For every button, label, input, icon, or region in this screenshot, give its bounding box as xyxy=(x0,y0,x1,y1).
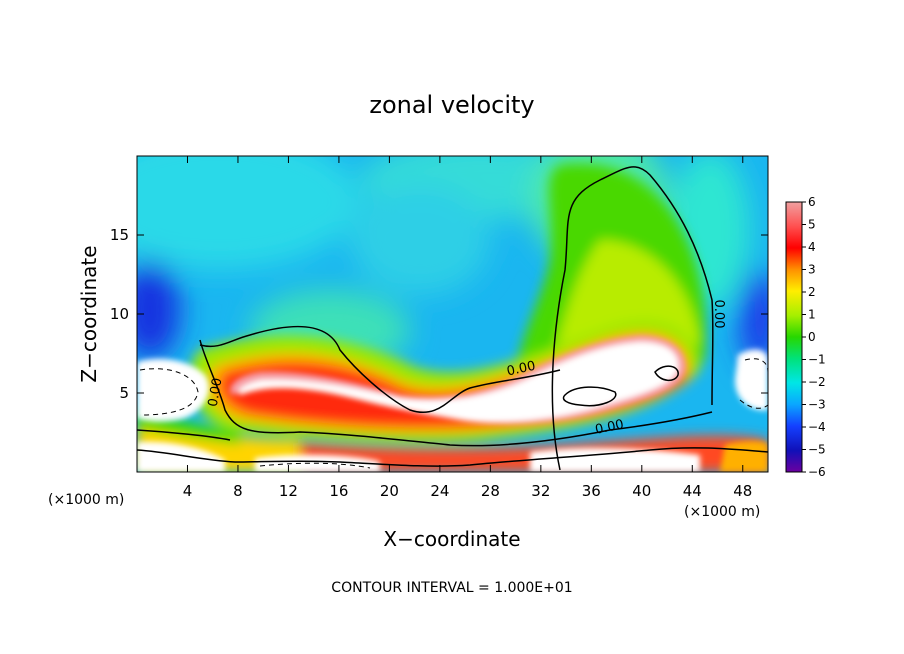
x-tick-label: 28 xyxy=(481,482,500,500)
colorbar-labels: 6 5 4 3 2 1 0 −1 −2 −3 −4 −5 −6 xyxy=(802,195,826,479)
x-tick-label: 36 xyxy=(582,482,601,500)
colorbar-label: 5 xyxy=(808,218,816,232)
y-tick-label: 10 xyxy=(110,305,129,323)
colorbar-label: 6 xyxy=(808,195,816,209)
colorbar xyxy=(786,202,802,472)
contour-interval: CONTOUR INTERVAL = 1.000E+01 xyxy=(331,580,572,596)
contour-value-label: 0.00 xyxy=(711,300,726,329)
heatmap-field xyxy=(137,156,768,472)
colorbar-label: −6 xyxy=(808,465,826,479)
colorbar-label: 3 xyxy=(808,263,816,277)
x-axis-label: X−coordinate xyxy=(383,527,520,551)
colorbar-label: −4 xyxy=(808,420,826,434)
colorbar-label: −3 xyxy=(808,398,826,412)
x-tick-label: 48 xyxy=(733,482,752,500)
colorbar-label: −1 xyxy=(808,353,826,367)
x-tick-label: 44 xyxy=(683,482,702,500)
contour-value-label: 0.00 xyxy=(206,377,226,408)
colorbar-label: 2 xyxy=(808,285,816,299)
colorbar-label: 0 xyxy=(808,330,816,344)
colorbar-label: 1 xyxy=(808,308,816,322)
chart-title: zonal velocity xyxy=(369,91,534,119)
x-tick-label: 40 xyxy=(632,482,651,500)
x-axis-ticks: 4 8 12 16 20 24 28 32 36 40 44 48 xyxy=(183,156,752,500)
colorbar-label: 4 xyxy=(808,240,816,254)
x-tick-label: 20 xyxy=(380,482,399,500)
colorbar-label: −5 xyxy=(808,443,826,457)
x-tick-label: 12 xyxy=(279,482,298,500)
x-tick-label: 4 xyxy=(183,482,193,500)
contour-labels: 0.00 0.00 0.00 0.00 xyxy=(206,300,726,438)
x-unit-right: (×1000 m) xyxy=(684,504,760,520)
y-tick-label: 5 xyxy=(119,384,129,402)
x-tick-label: 32 xyxy=(531,482,550,500)
x-tick-label: 8 xyxy=(233,482,243,500)
x-tick-label: 16 xyxy=(329,482,348,500)
y-axis-ticks: 5 10 15 xyxy=(110,226,768,402)
contour-value-label: 0.00 xyxy=(594,417,625,438)
y-tick-label: 15 xyxy=(110,226,129,244)
zero-contours xyxy=(137,166,768,471)
contour-value-label: 0.00 xyxy=(505,359,536,380)
x-unit-left: (×1000 m) xyxy=(48,492,124,508)
colorbar-label: −2 xyxy=(808,375,826,389)
x-tick-label: 24 xyxy=(430,482,449,500)
y-axis-label: Z−coordinate xyxy=(77,245,101,382)
